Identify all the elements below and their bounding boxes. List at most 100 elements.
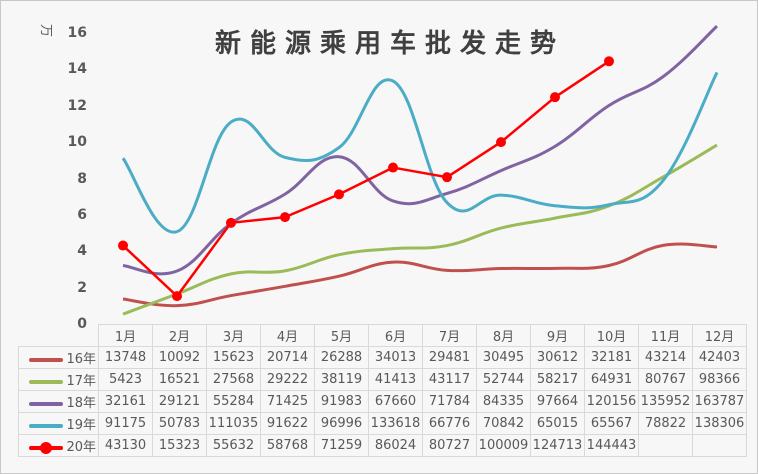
- legend-line-icon: [29, 401, 64, 406]
- legend-entry: 19年: [18, 412, 99, 435]
- table-row: 17年 5423 16521 27568 29222 38119 41413 43117 527…: [18, 368, 747, 391]
- y-tick-label: 12: [67, 97, 87, 114]
- table-cell: 65015: [530, 412, 585, 435]
- table-cell: 66776: [422, 412, 477, 435]
- legend-line-icon: [29, 379, 64, 384]
- legend-label: 16年: [66, 352, 96, 367]
- table-cell: 138306: [692, 412, 747, 435]
- category-header: 8月: [476, 324, 531, 347]
- table-cell: 13748: [98, 346, 153, 369]
- table-row: 20年 43130 15323 55632 58768 71259 86024 80727 10…: [18, 434, 747, 457]
- data-point-marker: [172, 291, 182, 302]
- table-cell: 5423: [98, 368, 153, 391]
- table-row: 18年 32161 29121 55284 71425 91983 67660 71784 84…: [18, 390, 747, 413]
- category-header: 9月: [530, 324, 585, 347]
- data-point-marker: [442, 172, 452, 183]
- table-cell: 163787: [692, 390, 747, 413]
- table-cell: 16521: [152, 368, 207, 391]
- y-tick-label: 6: [77, 206, 87, 223]
- table-cell: 32181: [584, 346, 639, 369]
- table-cell: 67660: [368, 390, 423, 413]
- table-cell: 41413: [368, 368, 423, 391]
- legend-label: 17年: [66, 374, 96, 389]
- category-header: 1月: [98, 324, 153, 347]
- series-line-20年: [122, 60, 610, 298]
- table-cell: 100009: [476, 434, 531, 457]
- legend-line-icon: [29, 441, 64, 454]
- data-point-marker: [280, 212, 290, 223]
- table-cell: 58217: [530, 368, 585, 391]
- table-cell: 38119: [314, 368, 369, 391]
- legend-marker-icon: [40, 441, 53, 454]
- table-cell: 64931: [584, 368, 639, 391]
- table-cell: 42403: [692, 346, 747, 369]
- category-header: 4月: [260, 324, 315, 347]
- table-cell: 10092: [152, 346, 207, 369]
- table-cell: 15323: [152, 434, 207, 457]
- table-cell: 80767: [638, 368, 693, 391]
- table-cell: 27568: [206, 368, 261, 391]
- category-header: 3月: [206, 324, 261, 347]
- table-corner: [19, 325, 99, 347]
- table-cell: 34013: [368, 346, 423, 369]
- table-cell: 120156: [584, 390, 639, 413]
- legend-line-icon: [29, 357, 64, 362]
- data-point-marker: [226, 217, 236, 228]
- legend-label: 18年: [66, 396, 96, 411]
- y-tick-label: 2: [77, 279, 87, 296]
- y-tick-label: 14: [67, 61, 87, 78]
- table-cell: 97664: [530, 390, 585, 413]
- table-cell: 78822: [638, 412, 693, 435]
- table-row: 16年 13748 10092 15623 20714 26288 34013 29481 30…: [18, 346, 747, 369]
- table-cell: 52744: [476, 368, 531, 391]
- data-point-marker: [550, 92, 560, 103]
- series-line-19年: [121, 71, 719, 234]
- table-cell: 43214: [638, 346, 693, 369]
- y-tick-label: 8: [77, 170, 87, 187]
- category-header: 10月: [584, 324, 639, 347]
- table-cell: 91983: [314, 390, 369, 413]
- category-header: 5月: [314, 324, 369, 347]
- table-cell: 71784: [422, 390, 477, 413]
- category-header: 6月: [368, 324, 423, 347]
- y-tick-label: 10: [67, 134, 87, 151]
- y-tick-label: 0: [77, 316, 87, 332]
- table-cell: 80727: [422, 434, 477, 457]
- legend-entry: 18年: [18, 390, 99, 413]
- table-cell: 98366: [692, 368, 747, 391]
- table-cell: 111035: [206, 412, 261, 435]
- table-cell: 133618: [368, 412, 423, 435]
- table-cell: 29481: [422, 346, 477, 369]
- table-cell: 58768: [260, 434, 315, 457]
- table-cell: 71425: [260, 390, 315, 413]
- table-cell: 86024: [368, 434, 423, 457]
- table-cell: 124713: [530, 434, 585, 457]
- table-cell: 55632: [206, 434, 261, 457]
- y-tick-label: 16: [67, 25, 87, 41]
- table-cell: [638, 434, 693, 457]
- y-tick-label: 4: [77, 243, 87, 260]
- legend-line-icon: [29, 423, 64, 428]
- table-cell: 135952: [638, 390, 693, 413]
- table-cell: 91622: [260, 412, 315, 435]
- data-point-marker: [604, 56, 614, 67]
- table-cell: 70842: [476, 412, 531, 435]
- category-header: 7月: [422, 324, 477, 347]
- table-cell: 71259: [314, 434, 369, 457]
- data-point-marker: [388, 162, 398, 173]
- table-cell: 15623: [206, 346, 261, 369]
- table-cell: 43117: [422, 368, 477, 391]
- legend-entry: 20年: [18, 434, 99, 457]
- table-cell: 84335: [476, 390, 531, 413]
- legend-label: 20年: [66, 440, 96, 455]
- table-cell: 96996: [314, 412, 369, 435]
- chart-title: 新能源乘用车批发走势: [214, 29, 565, 59]
- table-cell: 26288: [314, 346, 369, 369]
- table-cell: 43130: [98, 434, 153, 457]
- category-header: 2月: [152, 324, 207, 347]
- category-header: 11月: [638, 324, 693, 347]
- data-point-marker: [118, 240, 128, 251]
- series-line-17年: [122, 143, 718, 316]
